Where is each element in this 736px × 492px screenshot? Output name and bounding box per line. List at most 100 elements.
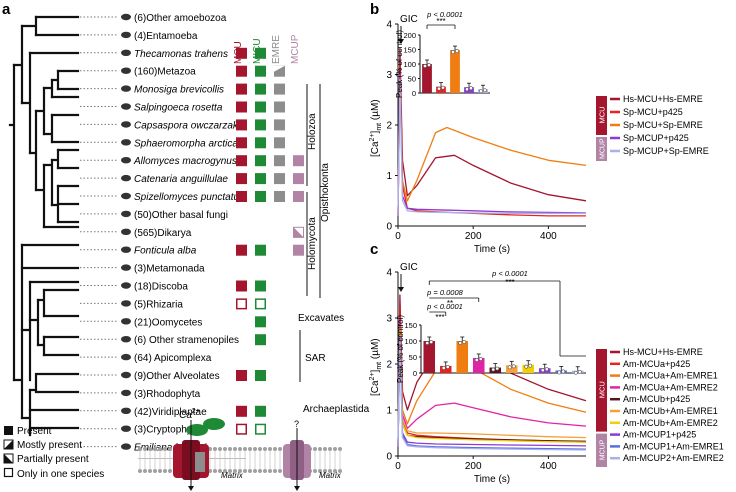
inset-data-point [462,340,467,344]
panel-c-legend: MCU MCUP Hs-MCU+Hs-EMRE Am-MCUa+p425 Am-MCUa… [596,347,724,467]
presence-cell-mcu [236,191,247,202]
taxon-label: (6)Other amoebozoa [134,13,227,24]
inset-bar [423,341,436,373]
tree-branch-obazoa [20,51,32,155]
lipid-head [263,469,267,473]
inset-data-point [427,63,431,67]
significance-stars: ** [447,299,453,308]
taxon-label: Capsaspora owczarzaki [134,120,241,131]
presence-cell-micu-one-species [255,298,266,310]
emre-subunit [195,452,205,472]
phylogenetic-tree [8,15,80,437]
lipid-head [258,469,262,473]
organism-icon [121,336,131,343]
organism-icon [121,49,131,56]
lipid-head [323,469,327,473]
inset-background [421,325,586,373]
organism-icon [121,192,131,200]
inset-data-point [561,369,566,374]
trace-sp-mcu-sp-emre [397,73,587,216]
matrix-label-left: Matrix [221,471,244,480]
inset-data-point [495,366,500,371]
legend-entry-label: Am-MCUa+p425 [623,359,690,369]
inset-y-tick-label: 200 [403,31,416,40]
legend-group-label-mcu: MCU [598,106,607,123]
organism-icon [121,443,131,450]
organism-icon [121,103,131,110]
tree-branch-bikonts [12,243,24,420]
legend-group-label-mcu: MCU [598,381,607,398]
presence-cell-mcup [293,173,304,185]
inset-bar [464,87,474,93]
tree-leaf-cryptophyta-haptophyta [28,408,80,430]
panel-c-traces [397,294,587,451]
presence-cell-mcu [236,370,247,381]
organism-icon [121,353,131,361]
legend-label-partial: Partially present [17,454,89,465]
inset-data-point [474,358,479,362]
group-brackets [299,84,321,382]
presence-cell-mcu [236,244,247,256]
lipid-head [168,447,172,451]
legend-entry-label: Sp-MCUP+p425 [623,133,689,143]
inset-data-point [524,364,529,369]
y-axis-title: [Ca2+]mt (µM) [369,99,383,157]
inset-y-tick-label: 50 [409,353,417,362]
taxon-label: Fonticula alba [134,246,197,257]
legend-group-label-mcup: MCUP [600,138,607,159]
tree-leaf-excavates [20,243,80,270]
y-tick-label: 1 [386,406,392,417]
presence-grid [236,47,304,435]
lipid-head [248,447,252,451]
tree-branch-sar [20,280,32,382]
lipid-head [333,447,337,451]
inset-data-point [465,87,469,92]
tree-branch-stramenopiles-alveolates [28,298,40,347]
significance-pvalue: p = 0.0008 [426,288,463,297]
tree-leaf-archaeplastida [28,372,80,394]
inset-data-point [540,368,545,373]
tree-root-branch [8,63,16,382]
taxon-label: (50)Other basal fungi [134,210,228,221]
micu-subunit-2 [203,418,225,430]
inset-y-tick-label: 50 [408,75,416,84]
tree-leaf-capsaspora [50,113,80,144]
inset-data-point [478,357,483,361]
legend-group-label-mcup: MCUP [600,439,607,460]
inset-data-point [483,88,487,93]
lipid-head [318,469,322,473]
presence-cell-micu [255,280,266,292]
taxon-label: (160)Metazoa [134,67,196,78]
inset-data-point [557,370,562,375]
significance-pvalue: p < 0.0001 [426,10,463,19]
organism-icon [121,31,131,39]
x-tick-label: 400 [540,231,557,242]
presence-cell-emre [274,155,285,167]
panel-a-phylogeny: (6)Other amoebozoa (4)Entamoeba Thecamonas… [3,13,370,491]
presence-cell-emre [274,83,285,95]
organism-icon [121,174,131,182]
tree-leaf-fungi [56,184,80,224]
organism-icon [121,67,131,74]
organism-icon [121,300,131,307]
tree-branch-amorphea [12,24,24,105]
legend-swatch-partial-fill [4,454,13,463]
inset-y-tick-label: 0 [412,89,416,98]
presence-cell-micu [255,101,266,113]
group-label-archaeplastida: Archaeplastida [303,404,370,415]
lipid-head [313,469,317,473]
lipid-head [328,447,332,451]
panel-b-traces [397,48,587,217]
tree-branch-amoebozoa [20,15,38,37]
organism-icon [121,371,131,379]
tree-branch-opisthokonta [28,109,38,192]
group-label-excavates: Excavates [298,313,344,324]
legend-label-mostly: Mostly present [17,440,82,451]
lipid-head [243,469,247,473]
taxa-list: (6)Other amoebozoa (4)Entamoeba Thecamonas… [80,13,244,454]
inset-data-point [455,49,459,53]
inset-data-point [437,86,441,91]
panel-b-axes: 0 1 2 3 4 0 200 400 Time (s) [Ca2+]mt (µM) GIC [369,14,586,255]
gic-marker-label: GIC [400,262,418,273]
lipid-head [233,447,237,451]
